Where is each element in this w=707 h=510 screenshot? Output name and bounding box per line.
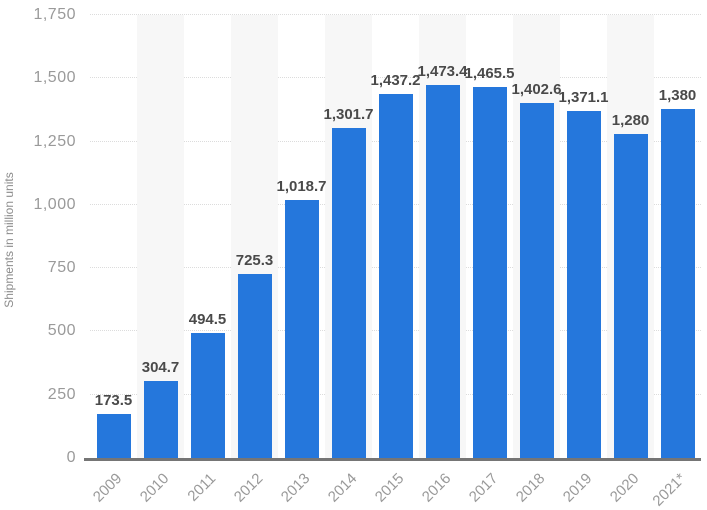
bar-value-label: 1,473.4 xyxy=(417,63,468,81)
bar-value-label: 1,380 xyxy=(658,86,697,104)
x-axis-label: 2020 xyxy=(606,470,643,506)
x-axis-line xyxy=(84,458,701,461)
bar-column: 494.5 2011 xyxy=(184,15,231,505)
y-tick-label: 750 xyxy=(47,259,76,277)
x-axis-label: 2014 xyxy=(324,470,361,506)
bar-2009[interactable] xyxy=(96,414,131,458)
x-axis-label: 2013 xyxy=(277,470,314,506)
bar-value-label: 725.3 xyxy=(235,252,274,270)
bar-column: 1,465.5 2017 xyxy=(464,15,515,506)
x-axis-label: 2016 xyxy=(418,470,455,506)
x-axis-label: 2011 xyxy=(184,470,220,505)
gridline xyxy=(90,77,701,79)
x-axis-label: 2019 xyxy=(559,470,596,506)
bar-2018[interactable] xyxy=(519,102,554,458)
x-axis-label: 2010 xyxy=(136,470,173,506)
x-axis-label: 2009 xyxy=(89,470,126,506)
bar-2019[interactable] xyxy=(566,110,601,458)
bar-columns: 173.5 2009 304.7 2010 494.5 2011 725.3 2012 1,01… xyxy=(90,15,701,510)
bar-column: 173.5 2009 xyxy=(90,15,137,506)
bar-2010[interactable] xyxy=(143,380,178,458)
x-axis-label: 2021* xyxy=(649,470,690,510)
bar-2020[interactable] xyxy=(613,133,648,458)
y-tick-label: 1,000 xyxy=(33,195,76,213)
bar-column: 1,437.2 2015 xyxy=(370,15,421,505)
bar-2014[interactable] xyxy=(331,128,366,458)
bar-column: 1,301.7 2014 xyxy=(323,15,374,506)
y-axis: 0 250 500 750 1,000 1,250 1,500 1,750 xyxy=(0,6,76,466)
bar-value-label: 494.5 xyxy=(188,310,227,328)
bar-column: 1,280 2020 xyxy=(607,15,654,506)
bar-column: 1,371.1 2019 xyxy=(558,15,609,506)
bar-value-label: 1,437.2 xyxy=(370,72,421,90)
bar-2015[interactable] xyxy=(378,94,413,458)
bar-value-label: 1,465.5 xyxy=(464,65,515,83)
y-tick-label: 1,250 xyxy=(33,132,76,150)
bar-value-label: 1,018.7 xyxy=(276,178,327,196)
bar-2011[interactable] xyxy=(190,332,225,458)
y-tick-label: 0 xyxy=(66,449,76,466)
gridline xyxy=(90,14,701,15)
bar-column: 1,380 2021* xyxy=(650,15,701,510)
bar-value-label: 1,280 xyxy=(611,111,650,129)
x-axis-label: 2017 xyxy=(465,470,502,506)
bar-2013[interactable] xyxy=(284,200,319,458)
x-axis-label: 2015 xyxy=(371,470,408,506)
bar-2016[interactable] xyxy=(425,85,460,458)
bar-2012[interactable] xyxy=(237,274,272,458)
x-axis-label: 2018 xyxy=(512,470,549,506)
y-tick-label: 250 xyxy=(47,385,76,403)
bar-column: 304.7 2010 xyxy=(137,15,184,506)
bar-column: 1,018.7 2013 xyxy=(276,15,327,505)
bar-column: 1,473.4 2016 xyxy=(417,15,468,506)
bar-column: 1,402.6 2018 xyxy=(511,15,562,506)
y-tick-label: 1,750 xyxy=(33,6,76,23)
x-axis-label: 2012 xyxy=(230,470,267,506)
bar-value-label: 304.7 xyxy=(141,358,180,376)
bar-2021*[interactable] xyxy=(660,108,695,458)
y-tick-label: 500 xyxy=(47,322,76,340)
bar-value-label: 173.5 xyxy=(94,392,133,410)
bar-2017[interactable] xyxy=(472,87,507,458)
bar-value-label: 1,402.6 xyxy=(511,80,562,98)
bar-value-label: 1,301.7 xyxy=(323,106,374,124)
y-tick-label: 1,500 xyxy=(33,69,76,87)
plot-area: 173.5 2009 304.7 2010 494.5 2011 725.3 2012 1,01… xyxy=(84,14,701,510)
bar-column: 725.3 2012 xyxy=(231,15,278,506)
bar-value-label: 1,371.1 xyxy=(558,88,609,106)
